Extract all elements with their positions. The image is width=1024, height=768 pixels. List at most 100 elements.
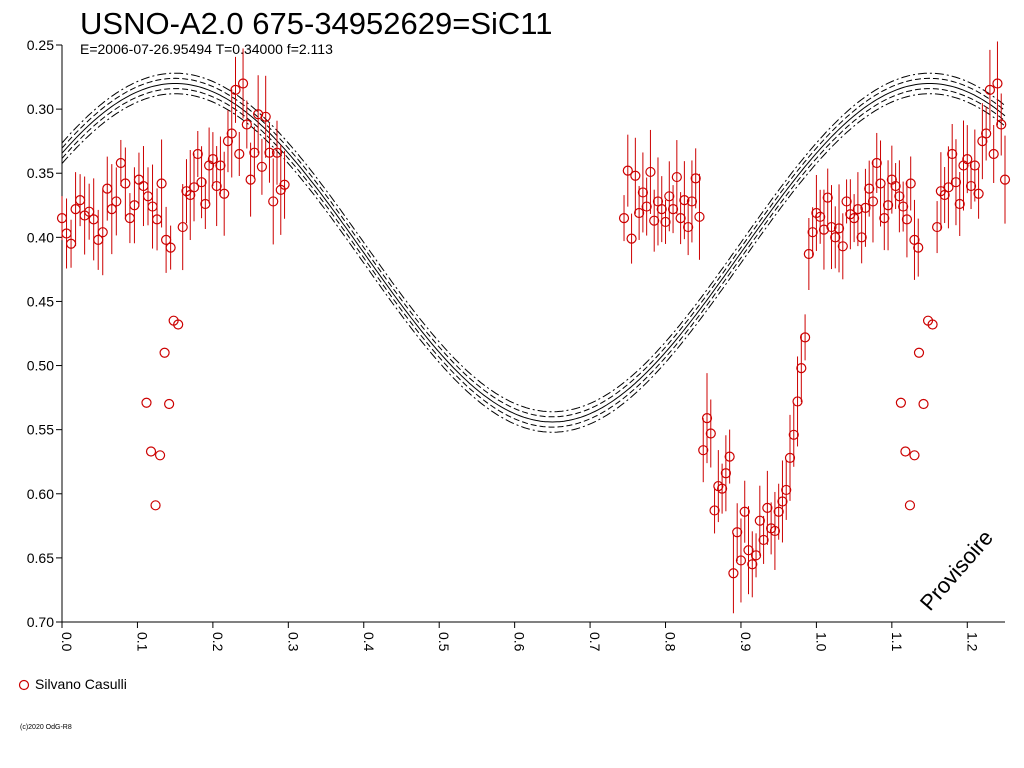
data-point — [97, 189, 108, 276]
point-marker — [641, 201, 652, 212]
point-marker — [156, 178, 167, 189]
point-marker — [807, 227, 818, 238]
y-tick-label: 0.50 — [27, 358, 54, 374]
point-marker — [177, 221, 188, 233]
data-point — [773, 483, 784, 540]
point-marker — [943, 182, 954, 193]
point-marker — [871, 157, 882, 169]
point-marker — [792, 396, 803, 407]
data-point — [65, 219, 77, 268]
point-marker — [867, 196, 879, 207]
point-marker — [796, 363, 807, 374]
point-marker — [215, 160, 226, 171]
data-point — [156, 139, 167, 228]
data-point — [271, 120, 283, 185]
data-point — [145, 446, 157, 457]
point-marker — [249, 147, 260, 158]
point-marker — [686, 196, 698, 207]
data-point — [984, 49, 996, 130]
data-point — [811, 174, 822, 251]
point-marker — [973, 188, 984, 199]
point-marker — [901, 214, 913, 225]
data-point — [856, 211, 867, 264]
data-point — [275, 144, 286, 235]
point-marker — [226, 128, 237, 139]
x-tick-label: 1.1 — [889, 632, 905, 652]
data-point — [241, 100, 252, 149]
data-point — [950, 139, 962, 226]
y-tick-label: 0.70 — [27, 614, 54, 630]
data-point — [781, 459, 792, 520]
point-marker — [705, 428, 716, 439]
data-point — [618, 195, 630, 242]
model-curve-envelope — [61, 88, 1006, 428]
point-marker — [207, 154, 218, 165]
x-tick-label: 0.5 — [436, 632, 452, 652]
point-marker — [837, 241, 848, 252]
model-curve-envelope-outer — [61, 93, 1006, 433]
point-marker — [626, 233, 637, 244]
data-point — [656, 176, 667, 243]
data-point — [743, 506, 754, 595]
data-point — [694, 173, 705, 260]
data-point — [860, 168, 871, 247]
point-marker — [882, 200, 894, 211]
y-tick-label: 0.65 — [27, 550, 54, 566]
y-tick-label: 0.60 — [27, 486, 54, 502]
point-marker — [679, 195, 690, 206]
data-point — [905, 156, 916, 211]
data-point — [962, 125, 973, 194]
data-point — [735, 518, 747, 603]
point-marker — [234, 148, 245, 160]
point-marker — [811, 207, 822, 219]
data-point — [999, 135, 1011, 224]
data-point — [138, 146, 149, 227]
point-marker — [279, 179, 290, 190]
point-marker — [192, 148, 203, 160]
data-point — [826, 185, 837, 270]
data-point — [904, 500, 916, 511]
data-point — [969, 129, 980, 202]
point-marker — [253, 109, 264, 120]
point-marker — [879, 213, 890, 224]
data-point — [664, 161, 675, 232]
data-point — [679, 161, 690, 240]
chart-title: USNO-A2.0 675-34952629=SiC11 — [80, 6, 552, 41]
legend: Silvano Casulli — [18, 676, 127, 692]
point-marker — [803, 248, 814, 260]
y-tick-label: 0.30 — [27, 101, 54, 117]
data-point — [161, 206, 172, 273]
point-marker — [196, 177, 207, 188]
point-marker — [984, 84, 996, 95]
point-marker — [852, 204, 863, 215]
data-point — [211, 146, 222, 227]
data-point — [626, 213, 637, 264]
data-point — [188, 153, 200, 222]
point-marker — [645, 166, 656, 178]
point-marker — [841, 196, 852, 207]
data-point — [260, 75, 271, 158]
data-point — [154, 450, 166, 461]
data-point — [70, 172, 81, 247]
point-marker — [875, 178, 886, 189]
data-point — [875, 140, 886, 227]
data-point — [61, 198, 72, 269]
point-marker — [159, 347, 170, 358]
point-marker — [219, 188, 230, 199]
data-point — [750, 533, 762, 578]
point-marker — [649, 215, 660, 226]
data-point — [965, 163, 977, 210]
point-marker — [898, 201, 909, 212]
point-marker — [818, 224, 830, 235]
data-point — [830, 206, 841, 269]
x-tick-label: 1.0 — [813, 632, 829, 652]
x-tick-label: 0.9 — [738, 632, 754, 652]
point-marker — [826, 221, 837, 233]
point-marker — [154, 450, 166, 461]
data-point — [954, 171, 965, 236]
point-marker — [271, 147, 283, 158]
data-point — [732, 503, 743, 562]
data-point — [758, 515, 769, 564]
point-marker — [260, 111, 271, 122]
x-tick-labels: 0.0 0.1 0.2 0.3 0.4 0.5 0.6 0.7 0.8 0.9 1.0 1.1 1.2 — [59, 632, 980, 652]
